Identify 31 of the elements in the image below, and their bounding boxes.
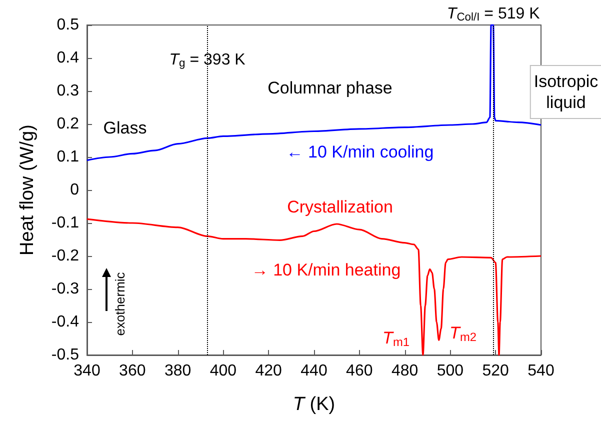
x-tick-label: 440	[300, 362, 328, 380]
x-tick-label: 380	[164, 362, 192, 380]
y-tick-label: -0.4	[51, 314, 80, 330]
y-tick-label: 0.2	[56, 116, 80, 132]
x-tick-label: 400	[210, 362, 237, 380]
y-tick-label: 0	[70, 182, 80, 198]
x-axis-title: T (K)	[292, 394, 336, 415]
annotation: Glass	[103, 118, 147, 138]
y-tick-label: 0.1	[56, 148, 80, 166]
y-tick-label: -0.2	[51, 248, 80, 264]
annotation: ← 10 K/min cooling	[286, 142, 434, 162]
x-tick-label: 420	[255, 362, 282, 380]
y-tick-label: -0.5	[51, 346, 80, 364]
y-tick-label: 0.3	[56, 82, 80, 100]
annotation: Crystallization	[287, 198, 393, 216]
x-tick-label: 520	[482, 362, 510, 380]
x-tick-label: 340	[74, 362, 100, 380]
y-axis-title: Heat flow (W/g)	[17, 124, 38, 256]
y-tick-label: 0.4	[56, 50, 80, 66]
x-tick-label: 360	[119, 362, 146, 380]
y-tick-label: -0.1	[51, 214, 80, 232]
x-tick-label: 460	[346, 362, 373, 380]
y-tick-label: 0.5	[56, 16, 80, 34]
y-tick-label: -0.3	[51, 280, 80, 298]
annotation: Isotropic liquid	[534, 72, 599, 112]
x-tick-label: 500	[436, 362, 464, 380]
x-tick-label: 480	[391, 362, 418, 380]
annotation: Columnar phase	[268, 78, 392, 98]
annotation: → 10 K/min heating	[251, 260, 401, 280]
annotation: exothermic	[112, 272, 128, 336]
x-tick-label: 540	[528, 362, 554, 380]
